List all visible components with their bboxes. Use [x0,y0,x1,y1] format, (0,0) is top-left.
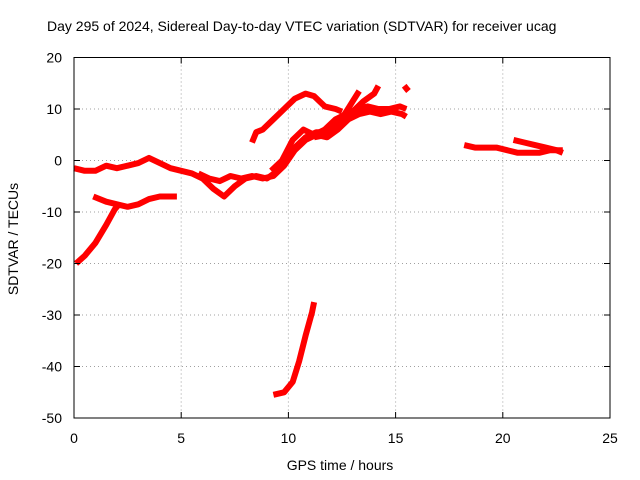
y-tick-label: -10 [42,204,62,220]
series-track-6 [249,90,344,144]
series-track-8 [463,142,563,156]
y-axis-label: SDTVAR / TECUs [5,183,21,295]
x-tick-label: 0 [70,430,78,446]
series-track-9 [512,136,564,156]
y-tick-label: -20 [42,256,62,272]
series-track-10 [92,193,177,210]
series-track-5 [313,84,382,141]
x-tick-label: 20 [495,430,511,446]
x-tick-label: 5 [177,430,185,446]
series-track-4 [275,89,362,171]
plot-frame [73,57,611,419]
x-tick-labels: 0 5 10 15 20 25 [70,430,618,446]
x-tick-label: 15 [388,430,404,446]
x-axis-label: GPS time / hours [287,457,394,473]
y-tick-label: 0 [54,153,62,169]
tick-marks [73,57,611,419]
y-tick-labels: -50 -40 -30 -20 -10 0 10 20 [42,50,62,427]
y-tick-label: 20 [46,50,62,66]
x-tick-label: 25 [602,430,618,446]
series-track-11 [74,202,122,266]
x-tick-label: 10 [281,430,297,446]
y-tick-label: -50 [42,410,62,426]
series-track-2 [197,108,408,185]
series-track-3 [269,103,408,173]
y-tick-label: -40 [42,359,62,375]
series-group [73,83,564,398]
y-tick-label: 10 [46,101,62,117]
series-track-12 [272,301,318,398]
series-track-7 [401,83,411,93]
chart-title: Day 295 of 2024, Sidereal Day-to-day VTE… [47,18,556,34]
y-tick-label: -30 [42,307,62,323]
